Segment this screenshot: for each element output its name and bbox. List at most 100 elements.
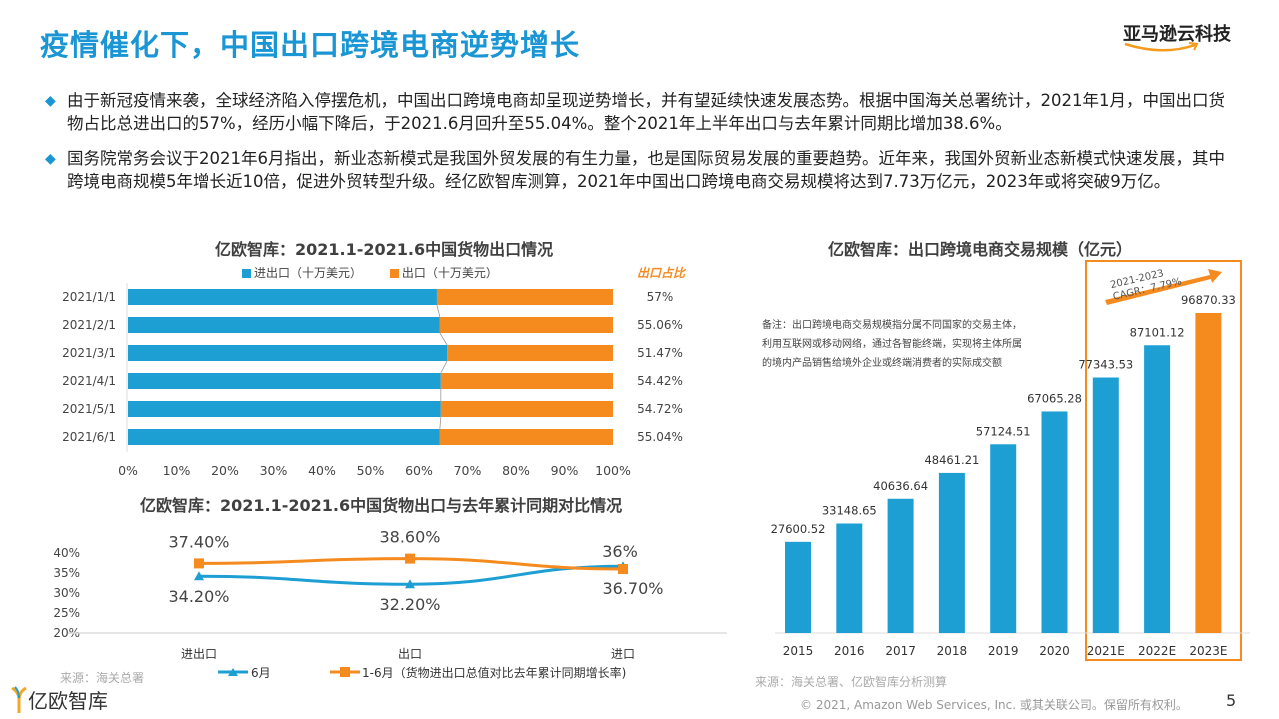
y-tick-label: 20% [53,626,80,640]
data-label: 27600.52 [771,522,826,536]
category-label: 2021/2/1 [62,318,116,332]
bullet-1: ◆ 由于新冠疫情来袭，全球经济陷入停摆危机，中国出口跨境电商却呈现逆势增长，并有望… [45,90,1235,135]
bar [938,472,965,633]
legend-label: 6月 [251,666,271,680]
bar [887,498,914,633]
chart1-annotation-header: 出口占比 [637,266,686,280]
page-title: 疫情催化下，中国出口跨境电商逆势增长 [40,28,581,62]
annotation-label: 55.06% [637,318,683,332]
source-left: 来源：海关总署 [60,671,145,685]
legend-square-icon [340,667,350,677]
data-label: 87101.12 [1130,325,1185,339]
x-category-label: 2022E [1138,644,1176,658]
x-tick-label: 100% [595,463,631,478]
diamond-icon: ◆ [45,93,56,109]
chart1-plot: 2021/1/1 57% 2021/2/1 55.06% 2021/3/1 51.47% 2… [62,283,683,478]
annotation-label: 54.42% [637,374,683,388]
bar-segment-total [128,289,437,305]
data-label: 57124.51 [976,424,1031,438]
page-number: 5 [1226,691,1237,710]
bar-segment-export [447,345,613,361]
annotation-label: 57% [647,290,674,304]
data-label: 32.20% [379,595,440,614]
x-category-label: 进出口 [181,647,217,661]
bar-segment-total [128,317,440,333]
bar [1041,411,1068,633]
x-tick-label: 70% [454,463,482,478]
y-tick-label: 35% [53,566,80,580]
data-label: 48461.21 [924,453,979,467]
x-category-label: 2020 [1039,644,1070,658]
bullet-2: ◆ 国务院常务会议于2021年6月指出，新业态新模式是我国外贸发展的有生力量，也是… [45,148,1235,193]
smile-arrow-icon [1124,42,1199,52]
x-tick-label: 30% [260,463,288,478]
series-line [440,360,448,374]
data-label: 33148.65 [822,503,877,517]
legend-swatch [242,269,251,278]
data-label: 96870.33 [1181,293,1236,307]
bar-segment-total [128,373,441,389]
triangle-marker [405,579,415,589]
bar-segment-total [128,429,440,445]
annotation-label: 55.04% [637,430,683,444]
bar-segment-export [440,401,613,417]
x-category-label: 2019 [988,644,1019,658]
chart3-note: 备注：出口跨境电商交易规模指分属不同国家的交易主体，利用互联网或移动网络，通过各… [762,320,1022,369]
chart2-title: 亿欧智库：2021.1-2021.6中国货物出口与去年累计同期对比情况 [140,496,623,515]
bar-segment-export [440,373,613,389]
category-label: 2021/1/1 [62,290,116,304]
category-label: 2021/5/1 [62,402,116,416]
x-category-label: 2018 [937,644,968,658]
series-line [439,416,442,430]
x-tick-label: 50% [357,463,385,478]
x-category-label: 2016 [834,644,865,658]
x-tick-label: 20% [211,463,239,478]
legend-triangle-icon [228,668,238,676]
bar [1144,345,1171,633]
yiou-logo: 亿欧智库 [10,685,108,714]
legend-swatch [389,269,399,278]
legend-label: 1-6月（货物进出口总值对比去年累计同期增长率) [362,665,626,680]
data-label: 36.70% [602,579,663,598]
x-tick-label: 40% [308,463,336,478]
diamond-icon: ◆ [45,151,56,167]
bar [785,541,811,633]
data-label: 67065.28 [1027,391,1082,405]
category-label: 2021/4/1 [62,374,116,388]
x-tick-label: 60% [405,463,433,478]
category-label: 2021/6/1 [62,430,116,444]
brand-text: 亚马逊云科技 [1123,24,1231,45]
x-category-label: 2023E [1189,644,1227,658]
bar-segment-export [436,289,613,305]
square-marker [405,553,415,564]
bar-segment-total [128,345,448,361]
bar [1195,313,1222,633]
x-category-label: 2017 [885,644,916,658]
chart1-legend: 进出口（十万美元） 出口（十万美元） [242,264,498,281]
x-category-label: 2015 [783,644,814,658]
category-label: 2021/3/1 [62,346,116,360]
y-tick-label: 40% [53,546,80,560]
bullet-text: 由于新冠疫情来袭，全球经济陷入停摆危机，中国出口跨境电商却呈现逆势增长，并有望延… [67,91,1225,133]
source-right: 来源：海关总署、亿欧智库分析测算 [755,675,948,689]
bar-segment-total [128,401,441,417]
bar [836,523,863,633]
square-marker [194,558,204,569]
bar [990,444,1017,633]
bullet-text: 国务院常务会议于2021年6月指出，新业态新模式是我国外贸发展的有生力量，也是国… [67,149,1225,191]
annotation-label: 51.47% [637,346,683,360]
x-category-label: 2021E [1087,644,1125,658]
legend-label: 进出口（十万美元） [254,266,363,280]
bar-segment-export [439,429,613,445]
square-marker [618,564,628,574]
data-label: 40636.64 [873,479,928,493]
y-tick-label: 30% [53,586,80,600]
chart1-title: 亿欧智库：2021.1-2021.6中国货物出口情况 [215,240,554,259]
triangle-marker [194,571,204,581]
chart2-plot: 40% 35% 30% 25% 20% 进出口 出口 进口 34.20% 32.20% 36.70%… [53,528,727,680]
x-tick-label: 10% [163,463,191,478]
chart3-title: 亿欧智库：出口跨境电商交易规模（亿元） [828,240,1133,259]
annotation-label: 54.72% [637,402,683,416]
logo-text: 亿欧智库 [28,689,108,713]
